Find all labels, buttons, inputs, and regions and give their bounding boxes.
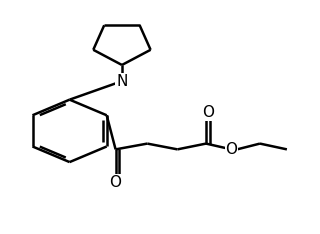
Text: N: N	[116, 74, 128, 89]
Text: O: O	[225, 142, 237, 157]
Text: O: O	[202, 105, 214, 120]
Text: O: O	[109, 175, 122, 190]
